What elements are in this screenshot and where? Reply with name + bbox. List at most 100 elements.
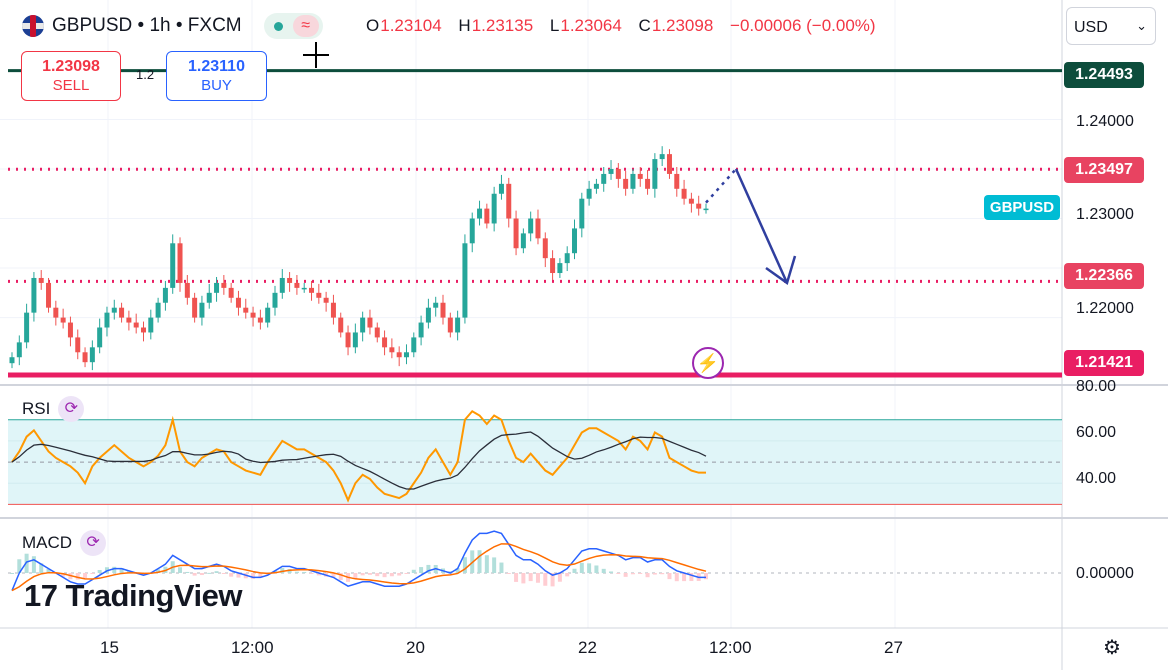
candle-body	[316, 292, 322, 298]
candlestick-series	[9, 146, 709, 371]
candle-body	[703, 208, 709, 211]
macd-histogram-bar	[557, 573, 562, 582]
macd-histogram-bar	[616, 573, 621, 574]
candle-body	[294, 282, 300, 288]
macd-histogram-bar	[112, 566, 117, 573]
refresh-icon[interactable]: ⟳	[58, 396, 85, 422]
candle-body	[557, 263, 563, 274]
price-label-bottom-level[interactable]: 1.21421	[1064, 350, 1144, 376]
buy-label: BUY	[201, 77, 232, 94]
macd-histogram-bar	[455, 568, 460, 573]
candle-body	[535, 218, 541, 239]
price-label-resistance[interactable]: 1.23497	[1064, 157, 1144, 183]
candle-body	[411, 337, 417, 353]
macd-histogram-bar	[75, 573, 80, 580]
macd-title[interactable]: MACD ⟳	[22, 530, 107, 556]
horizontal-levels[interactable]	[8, 69, 1062, 378]
candle-body	[148, 317, 154, 333]
macd-histogram-bar	[638, 573, 643, 575]
candle-body	[389, 347, 395, 353]
macd-histogram-bar	[119, 568, 124, 573]
signal-line	[11, 543, 707, 592]
macd-histogram-bar	[258, 573, 263, 578]
macd-histogram-bar	[689, 573, 694, 582]
candle-body	[645, 178, 651, 189]
macd-histogram-bar	[39, 563, 44, 573]
candle-body	[162, 287, 168, 303]
candle-body	[615, 168, 621, 179]
candle-body	[681, 188, 687, 199]
candle-body	[235, 297, 241, 308]
macd-line	[11, 530, 706, 591]
macd-histogram-bar	[309, 573, 314, 574]
candle-body	[119, 307, 125, 318]
gbp-usd-flag-icon	[22, 15, 44, 37]
macd-histogram-bar	[17, 559, 22, 573]
candle-body	[630, 173, 636, 189]
macd-histogram-bar	[367, 573, 372, 575]
macd-histogram-bar	[24, 553, 29, 573]
candle-body	[477, 208, 483, 219]
price-label-support[interactable]: 1.22366	[1064, 263, 1144, 289]
rsi-tick: 40.00	[1076, 470, 1117, 487]
rsi-title[interactable]: RSI ⟳	[22, 396, 85, 422]
macd-histogram-bar	[426, 564, 431, 573]
sell-button[interactable]: 1.23098 SELL	[21, 51, 121, 101]
macd-histogram-bar	[251, 573, 256, 579]
macd-histogram-bar	[652, 573, 657, 575]
candle-body	[579, 198, 585, 229]
macd-histogram-bar	[404, 573, 409, 574]
macd-histogram-bar	[674, 573, 679, 582]
candle-body	[498, 183, 504, 194]
candle-body	[433, 302, 439, 308]
sell-label: SELL	[52, 77, 90, 94]
time-tick: 22	[578, 638, 597, 657]
lightning-icon[interactable]: ⚡	[692, 347, 724, 379]
candle-body	[31, 277, 37, 313]
low-value: 1.23064	[560, 16, 622, 35]
macd-histogram-bar	[46, 568, 51, 573]
candle-body	[659, 154, 665, 160]
macd-histogram-bar	[178, 567, 183, 573]
macd-histogram-bar	[550, 573, 555, 587]
symbol-line[interactable]: GBPUSD • 1h • FXCM	[52, 15, 242, 36]
macd-histogram-bar	[375, 573, 380, 577]
candle-body	[425, 307, 431, 323]
candle-body	[53, 307, 59, 318]
rsi-ma-line	[11, 431, 707, 490]
settings-icon[interactable]: ⚙	[1103, 637, 1121, 659]
market-status-pill[interactable]: ≈	[263, 13, 323, 39]
macd-histogram-bar	[579, 562, 584, 573]
candle-body	[360, 317, 366, 333]
macd-histogram-bar	[338, 573, 343, 580]
tradingview-wordmark: TradingView	[65, 578, 243, 613]
candle-body	[133, 322, 139, 328]
macd-histogram-bar	[594, 565, 599, 573]
candle-body	[447, 317, 453, 333]
candle-body	[279, 277, 285, 293]
candle-body	[462, 243, 468, 318]
buy-button[interactable]: 1.23110 BUY	[166, 51, 267, 101]
macd-histogram-bar	[207, 572, 212, 574]
macd-histogram-bar	[601, 568, 606, 573]
macd-histogram-bar	[704, 573, 708, 580]
price-label-top-level[interactable]: 1.24493	[1064, 62, 1144, 88]
candle-body	[265, 307, 271, 323]
macd-histogram-bar	[360, 573, 365, 576]
open-value: 1.23104	[380, 16, 442, 35]
currency-select[interactable]: USD ⌄	[1066, 7, 1156, 45]
symbol-price-tag: GBPUSD	[984, 195, 1060, 220]
high-value: 1.23135	[471, 16, 534, 35]
macd-histogram-bar	[667, 573, 672, 580]
candle-body	[16, 342, 22, 358]
chart-header[interactable]: GBPUSD • 1h • FXCM ≈	[22, 12, 323, 40]
projection-arrow[interactable]	[705, 168, 797, 285]
candle-body	[593, 183, 599, 189]
candle-body	[550, 258, 556, 274]
refresh-icon[interactable]: ⟳	[80, 530, 107, 556]
macd-histogram-bar	[660, 573, 665, 575]
macd-histogram-bar	[623, 573, 628, 577]
wave-icon[interactable]: ≈	[292, 15, 319, 37]
